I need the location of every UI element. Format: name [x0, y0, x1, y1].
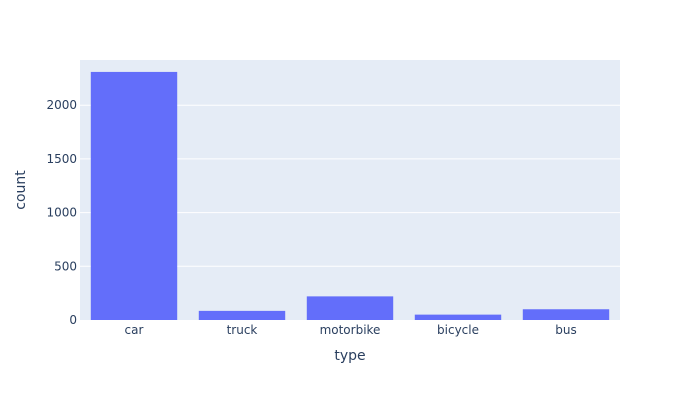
y-tick-label: 1500 — [46, 152, 77, 166]
bar-motorbike[interactable] — [306, 296, 394, 320]
bar-car[interactable] — [90, 71, 178, 321]
x-tick-label: motorbike — [320, 323, 381, 337]
x-tick-label: car — [125, 323, 144, 337]
bar-truck[interactable] — [198, 310, 286, 320]
bar-bicycle[interactable] — [414, 314, 502, 320]
y-tick-label: 0 — [69, 313, 77, 327]
y-axis-ticks: 0 500 1000 1500 2000 — [46, 98, 77, 327]
y-tick-label: 500 — [54, 259, 77, 273]
y-axis-title: count — [13, 170, 29, 210]
x-tick-label: truck — [227, 323, 258, 337]
x-axis-title: type — [334, 348, 365, 364]
x-axis-ticks: car truck motorbike bicycle bus — [125, 323, 577, 337]
bar-bus[interactable] — [522, 309, 610, 320]
y-tick-label: 1000 — [46, 206, 77, 220]
x-tick-label: bus — [555, 323, 576, 337]
x-tick-label: bicycle — [437, 323, 479, 337]
y-tick-label: 2000 — [46, 98, 77, 112]
bars — [90, 71, 610, 321]
